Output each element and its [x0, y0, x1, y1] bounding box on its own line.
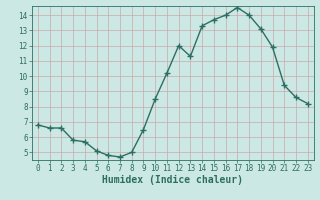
X-axis label: Humidex (Indice chaleur): Humidex (Indice chaleur)	[102, 175, 243, 185]
